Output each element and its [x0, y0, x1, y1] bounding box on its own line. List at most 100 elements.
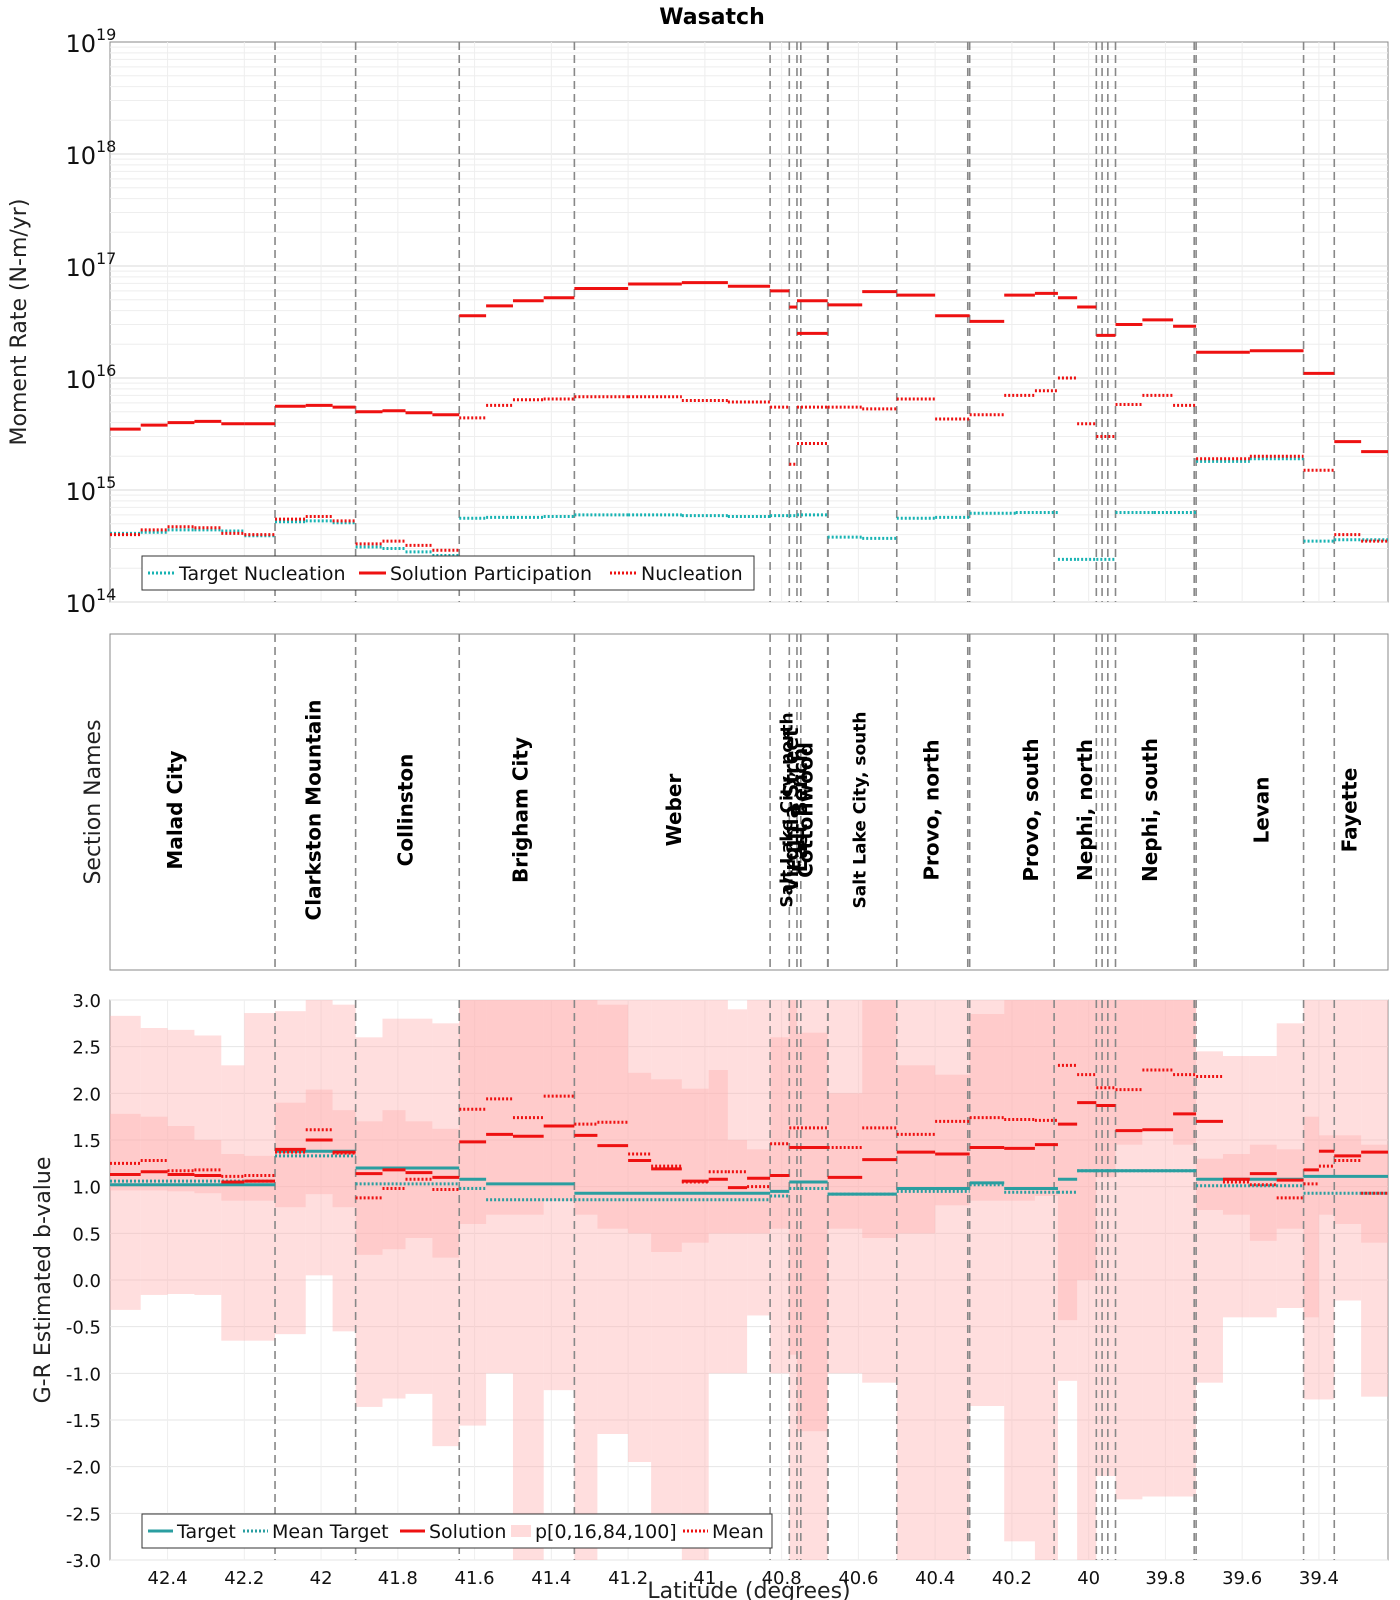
- moment-rate-y-tick-exponent: 15: [96, 473, 116, 492]
- percentile-band-inner: [1004, 1000, 1035, 1201]
- percentile-band-inner: [1334, 1135, 1362, 1224]
- percentile-band-inner: [355, 1121, 383, 1255]
- percentile-band-outer: [969, 1000, 1005, 1406]
- b-value-panel: 3.0 2.5 2.0 1.5 1.0 0.5 0.0 -0.5 -1.0 -1.5 -2.0 -2.…: [31, 991, 1389, 1600]
- percentile-band-inner: [221, 1154, 245, 1201]
- percentile-band-inner: [167, 1126, 195, 1192]
- percentile-band-inner: [432, 1128, 460, 1258]
- b-value-x-ticks: 42.4 42.2 42 41.8 41.6 41.4 41.2 41 40.8 40.6 40.4…: [148, 1568, 1339, 1589]
- percentile-band-inner: [1077, 1000, 1097, 1280]
- x-tick-label: 41.2: [608, 1568, 648, 1589]
- percentile-band-outer: [1318, 1000, 1335, 1400]
- percentile-band-inner: [543, 1000, 575, 1201]
- percentile-band-outer: [332, 1004, 356, 1332]
- percentile-band-outer: [574, 1000, 598, 1560]
- percentile-band-outer: [1077, 1000, 1097, 1560]
- percentile-band-inner: [244, 1155, 276, 1201]
- percentile-band-outer: [651, 1000, 682, 1514]
- percentile-band-inner: [140, 1116, 168, 1191]
- x-tick-label: 42.2: [224, 1568, 264, 1589]
- legend-label-target-nucleation: Target Nucleation: [178, 563, 346, 585]
- percentile-band-outer: [1115, 1000, 1143, 1500]
- percentile-band-outer: [708, 1000, 728, 1374]
- x-tick-label: 41.8: [378, 1568, 418, 1589]
- percentile-band-outer: [770, 1000, 790, 1374]
- section-name-label: Clarkston Mountain: [301, 700, 325, 921]
- percentile-band-inner: [459, 1000, 487, 1224]
- percentile-band-inner: [574, 1000, 598, 1215]
- percentile-band-inner: [862, 1000, 897, 1238]
- percentile-band-outer: [275, 1011, 306, 1335]
- percentile-band-outer: [747, 1000, 771, 1316]
- section-name-label: Weber: [662, 774, 686, 847]
- percentile-band-outer: [221, 1065, 245, 1341]
- percentile-band-outer: [1142, 1000, 1174, 1497]
- b-value-y-tick-label: 1.0: [72, 1178, 101, 1199]
- moment-rate-y-axis-label: Moment Rate (N-m/yr): [7, 199, 32, 446]
- b-value-percentile-bands: [110, 1000, 1388, 1560]
- moment-rate-legend-box: [141, 555, 755, 591]
- percentile-band-outer: [896, 1000, 936, 1560]
- percentile-band-outer: [432, 1023, 460, 1447]
- percentile-band-outer: [194, 1035, 222, 1295]
- section-name-label: Cottonwood: [793, 742, 817, 878]
- chart-title: Wasatch: [659, 5, 765, 30]
- percentile-band-inner: [935, 1074, 970, 1206]
- percentile-band-inner: [708, 1070, 728, 1234]
- percentile-band-inner: [827, 1093, 863, 1229]
- percentile-band-outer: [459, 1000, 487, 1426]
- b-value-y-tick-label: 3.0: [72, 991, 101, 1012]
- b-value-y-tick-label: -1.5: [66, 1411, 101, 1432]
- percentile-band-outer: [1034, 1000, 1058, 1560]
- percentile-band-inner: [1173, 1000, 1197, 1145]
- moment-rate-plot-area: [109, 41, 1389, 603]
- percentile-band-inner: [1034, 1000, 1058, 1196]
- x-tick-label: 39.4: [1299, 1568, 1339, 1589]
- section-names-y-axis-label: Section Names: [81, 719, 106, 884]
- percentile-band-outer: [597, 1000, 629, 1434]
- b-value-y-tick-label: 2.5: [72, 1038, 101, 1059]
- moment-rate-y-tick-base: 10: [65, 142, 96, 170]
- section-name-label: Nephi, south: [1138, 738, 1162, 882]
- section-name-label: Salt Lake City, south: [850, 712, 870, 909]
- b-value-section-boundaries: [274, 1000, 1336, 1560]
- percentile-band-outer: [1196, 1051, 1223, 1383]
- section-name-label: Levan: [1249, 776, 1273, 843]
- percentile-band-outer: [681, 1000, 709, 1560]
- moment-rate-y-tick-base: 10: [65, 478, 96, 506]
- percentile-band-outer: [1361, 1000, 1388, 1397]
- percentile-band-inner: [770, 1037, 790, 1229]
- percentile-band-inner: [110, 1113, 141, 1191]
- moment-rate-y-tick-exponent: 17: [96, 249, 116, 268]
- x-tick-label: 41.4: [531, 1568, 571, 1589]
- x-tick-label: 41.6: [455, 1568, 495, 1589]
- b-value-y-tick-label: -2.0: [66, 1458, 101, 1479]
- section-name-label: Provo, south: [1019, 738, 1043, 881]
- section-name-label: Collinston: [394, 754, 418, 867]
- moment-rate-y-tick-exponent: 19: [96, 25, 116, 44]
- percentile-band-inner: [332, 1110, 356, 1208]
- percentile-band-outer: [382, 1018, 406, 1399]
- percentile-band-outer: [1096, 1000, 1116, 1476]
- moment-rate-y-tick-exponent: 16: [96, 361, 116, 380]
- percentile-band-outer: [935, 1000, 970, 1560]
- section-name-label: Salt Lake City, north: [777, 712, 797, 907]
- percentile-band-outer: [862, 1000, 897, 1383]
- percentile-band-inner: [1115, 1000, 1143, 1145]
- percentile-band-inner: [1303, 1116, 1319, 1318]
- percentile-band-inner: [681, 1088, 709, 1243]
- percentile-band-outer: [628, 1000, 652, 1462]
- legend-label-mean: Mean: [712, 1521, 764, 1543]
- legend-label-solution-participation: Solution Participation: [390, 563, 592, 585]
- x-tick-label: 40: [1077, 1568, 1100, 1589]
- percentile-band-inner: [789, 1000, 797, 1355]
- percentile-band-inner: [1249, 1144, 1277, 1241]
- x-tick-label: 40.4: [915, 1568, 955, 1589]
- percentile-band-inner: [1142, 1000, 1174, 1131]
- x-tick-label: 41: [693, 1568, 716, 1589]
- b-value-y-axis-label: G-R Estimated b-value: [31, 1157, 56, 1404]
- percentile-band-outer: [727, 1009, 748, 1374]
- b-value-y-tick-label: -0.5: [66, 1318, 101, 1339]
- b-value-y-tick-label: -1.0: [66, 1364, 101, 1385]
